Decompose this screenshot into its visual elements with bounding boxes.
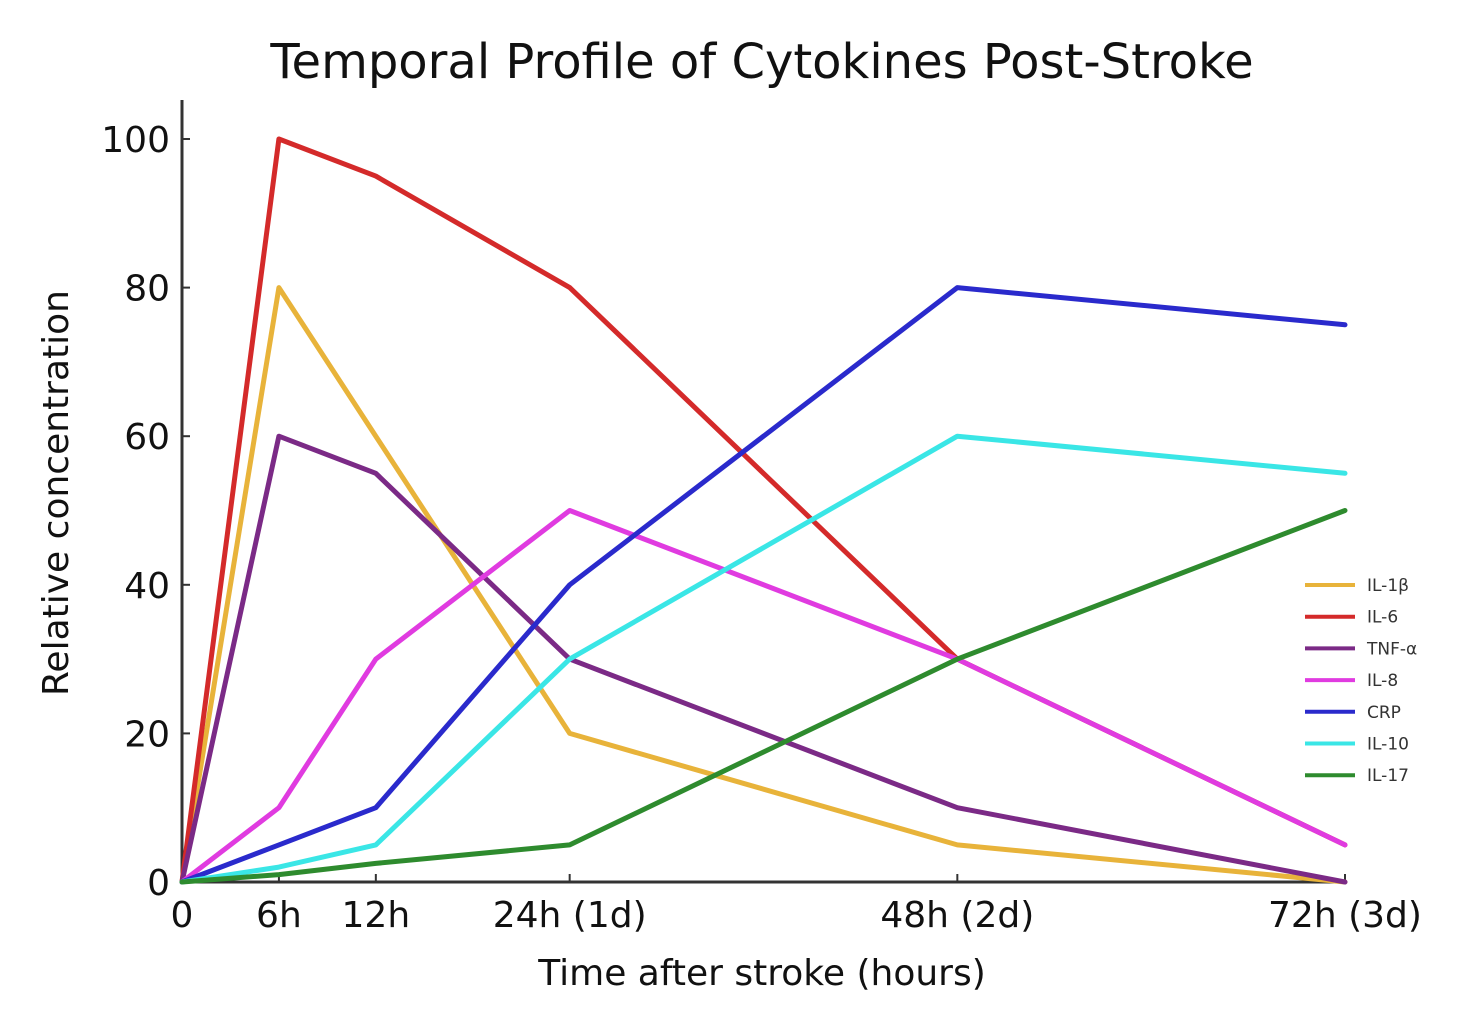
x-tick-label: 6h xyxy=(256,895,302,936)
y-tick-label: 60 xyxy=(124,417,170,458)
series-line-il-17 xyxy=(179,508,1348,885)
x-tick-label: 12h xyxy=(342,895,411,936)
plot-area: 0 20 40 60 80 100 0 6h 12h 24h (1d) 48h (2d) 72h (3… xyxy=(101,100,1422,936)
y-tick-label: 0 xyxy=(147,863,170,904)
x-axis-label: Time after stroke (hours) xyxy=(537,953,986,994)
series-line-il-8 xyxy=(179,508,1348,885)
x-tick-label: 48h (2d) xyxy=(880,895,1034,936)
legend-label: IL-1β xyxy=(1367,576,1409,596)
y-tick-label: 100 xyxy=(101,120,170,161)
legend-label: IL-6 xyxy=(1367,608,1398,628)
legend-label: IL-17 xyxy=(1367,766,1409,786)
series-line-crp xyxy=(179,285,1348,885)
series-line-il-6 xyxy=(179,136,1348,885)
legend-label: IL-10 xyxy=(1367,735,1409,755)
y-axis-label: Relative concentration xyxy=(36,290,77,696)
y-tick-label: 40 xyxy=(124,566,170,607)
series-line-il-10 xyxy=(179,433,1348,885)
chart-title: Temporal Profile of Cytokines Post-Strok… xyxy=(269,34,1253,90)
x-tick-label: 0 xyxy=(171,895,194,936)
x-tick-label: 72h (3d) xyxy=(1268,895,1422,936)
series-line-tnf- xyxy=(179,433,1348,885)
legend-label: CRP xyxy=(1367,703,1401,723)
y-tick-label: 20 xyxy=(124,714,170,755)
y-tick-label: 80 xyxy=(124,269,170,310)
legend-label: TNF-α xyxy=(1366,639,1417,659)
legend-label: IL-8 xyxy=(1367,671,1398,691)
legend: IL-1β IL-6 TNF-α IL-8 CRP IL-10 IL-17 xyxy=(1305,576,1417,786)
x-tick-label: 24h (1d) xyxy=(493,895,647,936)
